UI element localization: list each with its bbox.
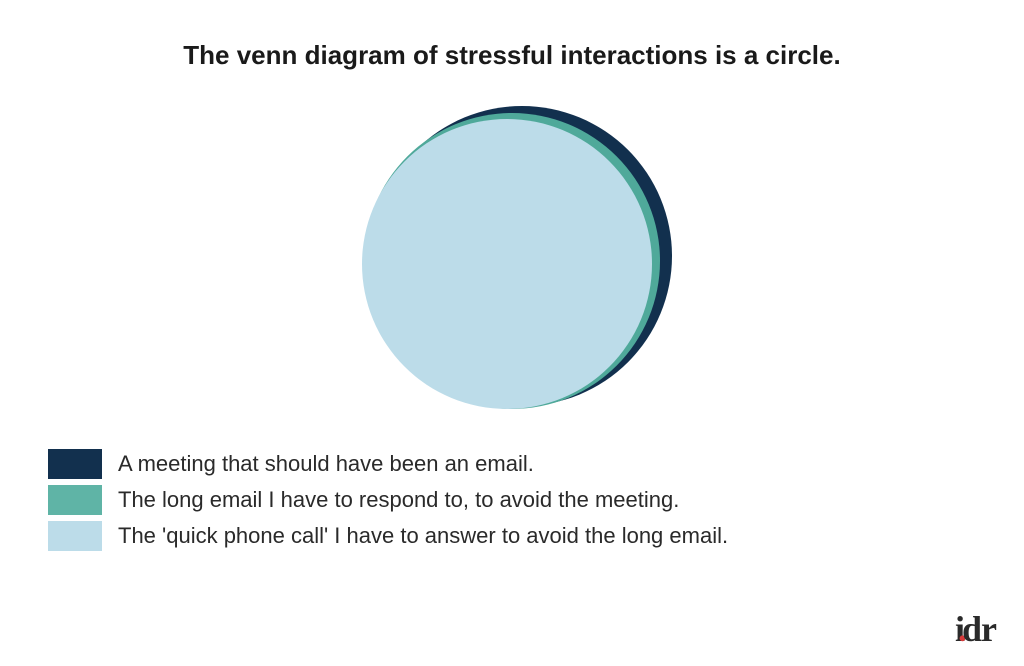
legend-label-2: The 'quick phone call' I have to answer … <box>118 523 728 549</box>
logo-letter-d: d <box>962 609 981 649</box>
legend-swatch-2 <box>48 521 102 551</box>
logo: i.dr <box>955 608 996 650</box>
legend-label-0: A meeting that should have been an email… <box>118 451 534 477</box>
page-title: The venn diagram of stressful interactio… <box>0 0 1024 71</box>
logo-letter-r: r <box>981 609 996 649</box>
legend-label-1: The long email I have to respond to, to … <box>118 487 679 513</box>
venn-circle-2 <box>362 119 652 409</box>
legend-swatch-1 <box>48 485 102 515</box>
legend-item-0: A meeting that should have been an email… <box>48 449 1024 479</box>
legend: A meeting that should have been an email… <box>48 449 1024 551</box>
legend-item-1: The long email I have to respond to, to … <box>48 485 1024 515</box>
legend-item-2: The 'quick phone call' I have to answer … <box>48 521 1024 551</box>
legend-swatch-0 <box>48 449 102 479</box>
venn-diagram <box>0 81 1024 441</box>
